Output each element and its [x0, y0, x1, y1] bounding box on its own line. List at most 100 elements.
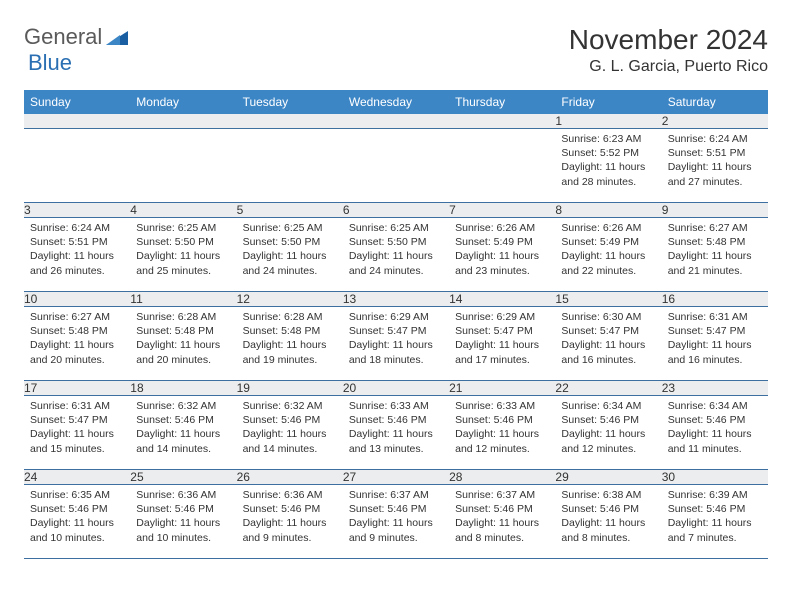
sunrise-text: Sunrise: 6:31 AM [668, 310, 762, 324]
daylight-text: Daylight: 11 hours and 14 minutes. [136, 427, 230, 455]
sunrise-text: Sunrise: 6:37 AM [455, 488, 549, 502]
day-number: 2 [662, 114, 768, 129]
sunrise-text: Sunrise: 6:31 AM [30, 399, 124, 413]
daylight-text: Daylight: 11 hours and 10 minutes. [136, 516, 230, 544]
daylight-text: Daylight: 11 hours and 16 minutes. [561, 338, 655, 366]
day-header: Friday [555, 90, 661, 114]
day-header: Sunday [24, 90, 130, 114]
calendar-page: General November 2024 G. L. Garcia, Puer… [0, 0, 792, 559]
sunset-text: Sunset: 5:46 PM [668, 502, 762, 516]
sunset-text: Sunset: 5:46 PM [136, 413, 230, 427]
day-cell [449, 129, 555, 203]
logo: General [24, 24, 130, 50]
sunset-text: Sunset: 5:49 PM [561, 235, 655, 249]
sunset-text: Sunset: 5:46 PM [668, 413, 762, 427]
sunset-text: Sunset: 5:47 PM [561, 324, 655, 338]
daylight-text: Daylight: 11 hours and 20 minutes. [30, 338, 124, 366]
daylight-text: Daylight: 11 hours and 9 minutes. [349, 516, 443, 544]
day-number: 18 [130, 381, 236, 396]
day-cell: Sunrise: 6:23 AMSunset: 5:52 PMDaylight:… [555, 129, 661, 203]
day-cell: Sunrise: 6:29 AMSunset: 5:47 PMDaylight:… [449, 307, 555, 381]
sunrise-text: Sunrise: 6:24 AM [30, 221, 124, 235]
daylight-text: Daylight: 11 hours and 27 minutes. [668, 160, 762, 188]
day-number: 28 [449, 470, 555, 485]
sunset-text: Sunset: 5:48 PM [136, 324, 230, 338]
daylight-text: Daylight: 11 hours and 8 minutes. [455, 516, 549, 544]
logo-text-general: General [24, 24, 102, 50]
daylight-text: Daylight: 11 hours and 8 minutes. [561, 516, 655, 544]
day-cell: Sunrise: 6:28 AMSunset: 5:48 PMDaylight:… [237, 307, 343, 381]
day-cell: Sunrise: 6:34 AMSunset: 5:46 PMDaylight:… [555, 396, 661, 470]
day-cell: Sunrise: 6:33 AMSunset: 5:46 PMDaylight:… [449, 396, 555, 470]
day-header-row: Sunday Monday Tuesday Wednesday Thursday… [24, 90, 768, 114]
day-cell: Sunrise: 6:31 AMSunset: 5:47 PMDaylight:… [24, 396, 130, 470]
day-cell: Sunrise: 6:25 AMSunset: 5:50 PMDaylight:… [343, 218, 449, 292]
daylight-text: Daylight: 11 hours and 15 minutes. [30, 427, 124, 455]
day-cell: Sunrise: 6:25 AMSunset: 5:50 PMDaylight:… [130, 218, 236, 292]
day-number: 23 [662, 381, 768, 396]
sunset-text: Sunset: 5:46 PM [455, 413, 549, 427]
sunrise-text: Sunrise: 6:23 AM [561, 132, 655, 146]
sunrise-text: Sunrise: 6:34 AM [668, 399, 762, 413]
month-title: November 2024 [569, 24, 768, 56]
daylight-text: Daylight: 11 hours and 17 minutes. [455, 338, 549, 366]
day-cell: Sunrise: 6:27 AMSunset: 5:48 PMDaylight:… [24, 307, 130, 381]
day-number: 19 [237, 381, 343, 396]
title-block: November 2024 G. L. Garcia, Puerto Rico [569, 24, 768, 76]
daylight-text: Daylight: 11 hours and 7 minutes. [668, 516, 762, 544]
sunrise-text: Sunrise: 6:28 AM [243, 310, 337, 324]
sunrise-text: Sunrise: 6:32 AM [243, 399, 337, 413]
day-number: 26 [237, 470, 343, 485]
sunset-text: Sunset: 5:50 PM [349, 235, 443, 249]
day-number: 1 [555, 114, 661, 129]
daylight-text: Daylight: 11 hours and 12 minutes. [455, 427, 549, 455]
sunrise-text: Sunrise: 6:36 AM [243, 488, 337, 502]
day-cell: Sunrise: 6:31 AMSunset: 5:47 PMDaylight:… [662, 307, 768, 381]
sunset-text: Sunset: 5:46 PM [243, 502, 337, 516]
sunrise-text: Sunrise: 6:26 AM [561, 221, 655, 235]
sunset-text: Sunset: 5:46 PM [136, 502, 230, 516]
sunset-text: Sunset: 5:47 PM [349, 324, 443, 338]
day-cell: Sunrise: 6:32 AMSunset: 5:46 PMDaylight:… [237, 396, 343, 470]
day-number [343, 114, 449, 129]
sunrise-text: Sunrise: 6:25 AM [136, 221, 230, 235]
sunrise-text: Sunrise: 6:24 AM [668, 132, 762, 146]
daylight-text: Daylight: 11 hours and 23 minutes. [455, 249, 549, 277]
sunrise-text: Sunrise: 6:35 AM [30, 488, 124, 502]
day-number: 24 [24, 470, 130, 485]
day-number: 3 [24, 203, 130, 218]
sunrise-text: Sunrise: 6:27 AM [668, 221, 762, 235]
sunset-text: Sunset: 5:48 PM [30, 324, 124, 338]
daylight-text: Daylight: 11 hours and 11 minutes. [668, 427, 762, 455]
day-cell: Sunrise: 6:37 AMSunset: 5:46 PMDaylight:… [343, 485, 449, 559]
daylight-text: Daylight: 11 hours and 22 minutes. [561, 249, 655, 277]
sunrise-text: Sunrise: 6:38 AM [561, 488, 655, 502]
day-number: 5 [237, 203, 343, 218]
sunset-text: Sunset: 5:46 PM [243, 413, 337, 427]
sunset-text: Sunset: 5:51 PM [30, 235, 124, 249]
sunset-text: Sunset: 5:47 PM [455, 324, 549, 338]
sunrise-text: Sunrise: 6:33 AM [455, 399, 549, 413]
daylight-text: Daylight: 11 hours and 14 minutes. [243, 427, 337, 455]
sunset-text: Sunset: 5:51 PM [668, 146, 762, 160]
day-cell: Sunrise: 6:25 AMSunset: 5:50 PMDaylight:… [237, 218, 343, 292]
daylight-text: Daylight: 11 hours and 24 minutes. [243, 249, 337, 277]
daylight-text: Daylight: 11 hours and 16 minutes. [668, 338, 762, 366]
day-number: 25 [130, 470, 236, 485]
sunset-text: Sunset: 5:50 PM [136, 235, 230, 249]
day-cell [343, 129, 449, 203]
calendar-table: Sunday Monday Tuesday Wednesday Thursday… [24, 90, 768, 559]
sunrise-text: Sunrise: 6:33 AM [349, 399, 443, 413]
day-number [130, 114, 236, 129]
day-number: 7 [449, 203, 555, 218]
day-cell: Sunrise: 6:28 AMSunset: 5:48 PMDaylight:… [130, 307, 236, 381]
daylight-text: Daylight: 11 hours and 20 minutes. [136, 338, 230, 366]
day-number: 13 [343, 292, 449, 307]
day-cell: Sunrise: 6:26 AMSunset: 5:49 PMDaylight:… [449, 218, 555, 292]
sunset-text: Sunset: 5:47 PM [668, 324, 762, 338]
day-number: 29 [555, 470, 661, 485]
day-cell: Sunrise: 6:27 AMSunset: 5:48 PMDaylight:… [662, 218, 768, 292]
sunset-text: Sunset: 5:49 PM [455, 235, 549, 249]
sunset-text: Sunset: 5:47 PM [30, 413, 124, 427]
day-cell: Sunrise: 6:32 AMSunset: 5:46 PMDaylight:… [130, 396, 236, 470]
